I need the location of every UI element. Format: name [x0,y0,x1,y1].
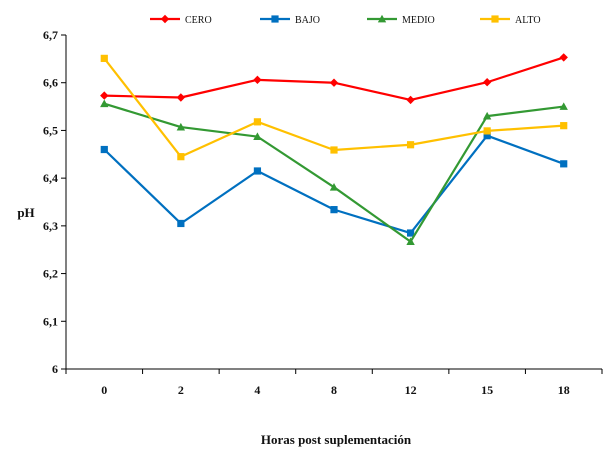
y-tick-label: 6,3 [43,219,58,233]
y-tick-label: 6,6 [43,76,58,90]
y-tick-label: 6,7 [43,28,58,42]
series-line-alto [103,57,564,158]
legend-item-bajo: BAJO [260,15,320,26]
legend-label-bajo: BAJO [295,15,320,26]
legend-marker-bajo [271,15,279,23]
legend-marker-medio [377,14,387,23]
y-tick-label: 6,4 [43,171,58,185]
series-layer [100,53,568,245]
data-point-cero [559,53,568,62]
data-point-alto [483,127,491,135]
y-tick-label: 6,1 [43,314,58,328]
data-point-medio [406,237,415,245]
data-point-bajo [100,145,108,154]
x-tick-label: 4 [254,383,260,397]
data-point-bajo [253,167,262,175]
data-point-alto [100,54,108,62]
y-tick-label: 6,5 [43,123,58,137]
legend-marker-alto [491,15,499,23]
data-point-alto [253,118,262,126]
data-point-alto [330,146,338,154]
x-axis-label: Horas post suplementación [261,432,412,447]
legend: CERO BAJO MEDIO ALTO [150,14,541,26]
data-point-medio [100,99,109,108]
data-point-alto [406,141,415,149]
y-axis: 6 6,1 6,2 6,3 6,4 6,5 6,6 6,7 [43,28,67,376]
legend-label-alto: ALTO [515,15,541,26]
series-bajo [100,132,568,237]
legend-item-alto: ALTO [480,15,541,26]
data-point-cero [253,75,262,85]
series-line-medio [103,102,564,243]
x-tick-label: 2 [178,383,184,397]
legend-label-cero: CERO [185,15,212,26]
data-point-cero [329,78,339,87]
data-point-alto [560,122,568,130]
series-cero [100,53,568,105]
data-point-medio [176,122,186,131]
data-point-medio [329,183,339,191]
data-point-medio [482,111,492,120]
y-tick-label: 6 [52,362,58,376]
series-medio [100,99,568,245]
legend-marker-cero [160,14,170,24]
series-alto [100,54,568,161]
data-point-bajo [330,206,338,214]
legend-item-cero: CERO [150,14,212,26]
data-point-cero [482,78,492,87]
x-tick-label: 0 [101,383,107,397]
x-axis: 0 2 4 8 12 15 18 [65,368,603,397]
y-tick-label: 6,2 [43,267,58,281]
x-tick-label: 8 [331,383,337,397]
data-point-bajo [483,132,491,140]
data-point-cero [406,95,415,105]
data-point-alto [177,153,185,161]
data-point-medio [559,102,568,110]
y-axis-label: pH [17,205,34,220]
legend-label-medio: MEDIO [402,15,435,26]
data-point-cero [176,93,186,102]
x-tick-label: 15 [481,383,493,397]
data-point-bajo [406,229,415,237]
data-point-cero [100,91,109,100]
x-tick-label: 18 [558,383,570,397]
data-point-medio [253,132,262,140]
data-point-bajo [177,219,185,228]
legend-item-medio: MEDIO [367,14,435,26]
data-point-bajo [560,160,568,168]
x-tick-label: 12 [405,383,417,397]
